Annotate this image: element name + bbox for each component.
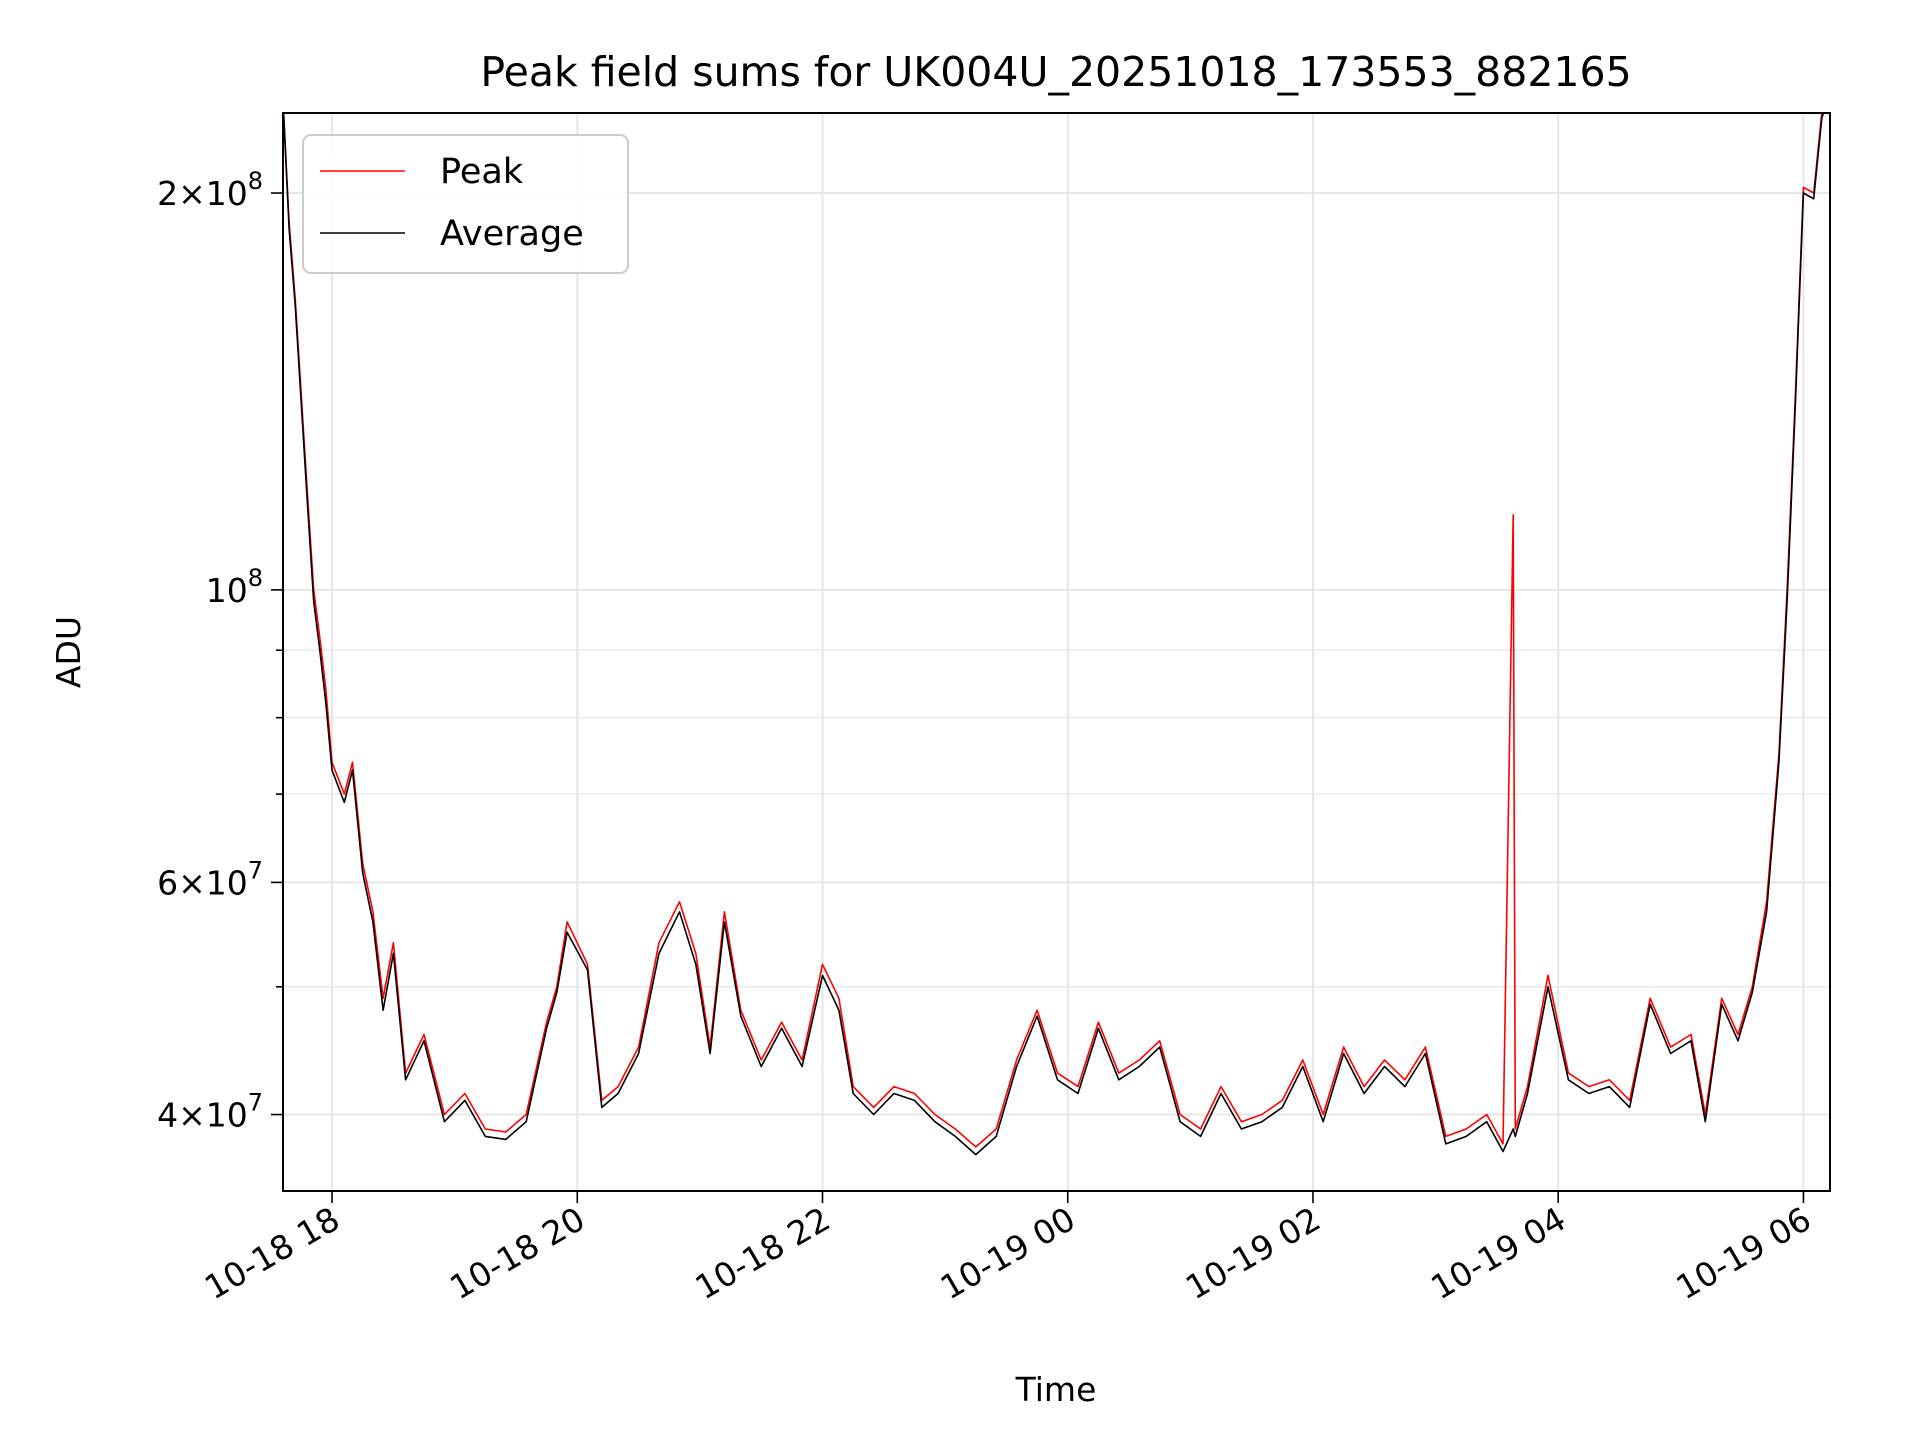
series-line-average xyxy=(283,113,1825,1156)
y-axis-label: ADU xyxy=(49,616,88,688)
y-tick-label: 108 xyxy=(206,564,263,610)
legend-box xyxy=(302,134,629,274)
y-tick-label: 2×108 xyxy=(157,167,263,213)
y-tick-label: 6×107 xyxy=(157,856,263,902)
y-tick-label: 4×107 xyxy=(157,1089,263,1135)
plot-frame xyxy=(282,112,1831,1192)
legend-label-peak: Peak xyxy=(440,152,524,192)
legend: Peak Average xyxy=(302,134,629,274)
series-line-peak xyxy=(283,113,1823,1148)
chart-title: Peak field sums for UK004U_20251018_1735… xyxy=(480,48,1631,96)
legend-label-average: Average xyxy=(440,214,584,254)
x-axis-label: Time xyxy=(1015,1370,1097,1409)
series-layer xyxy=(283,113,1825,1156)
y-axis: 4×107 6×107 108 2×108 xyxy=(157,167,283,1135)
